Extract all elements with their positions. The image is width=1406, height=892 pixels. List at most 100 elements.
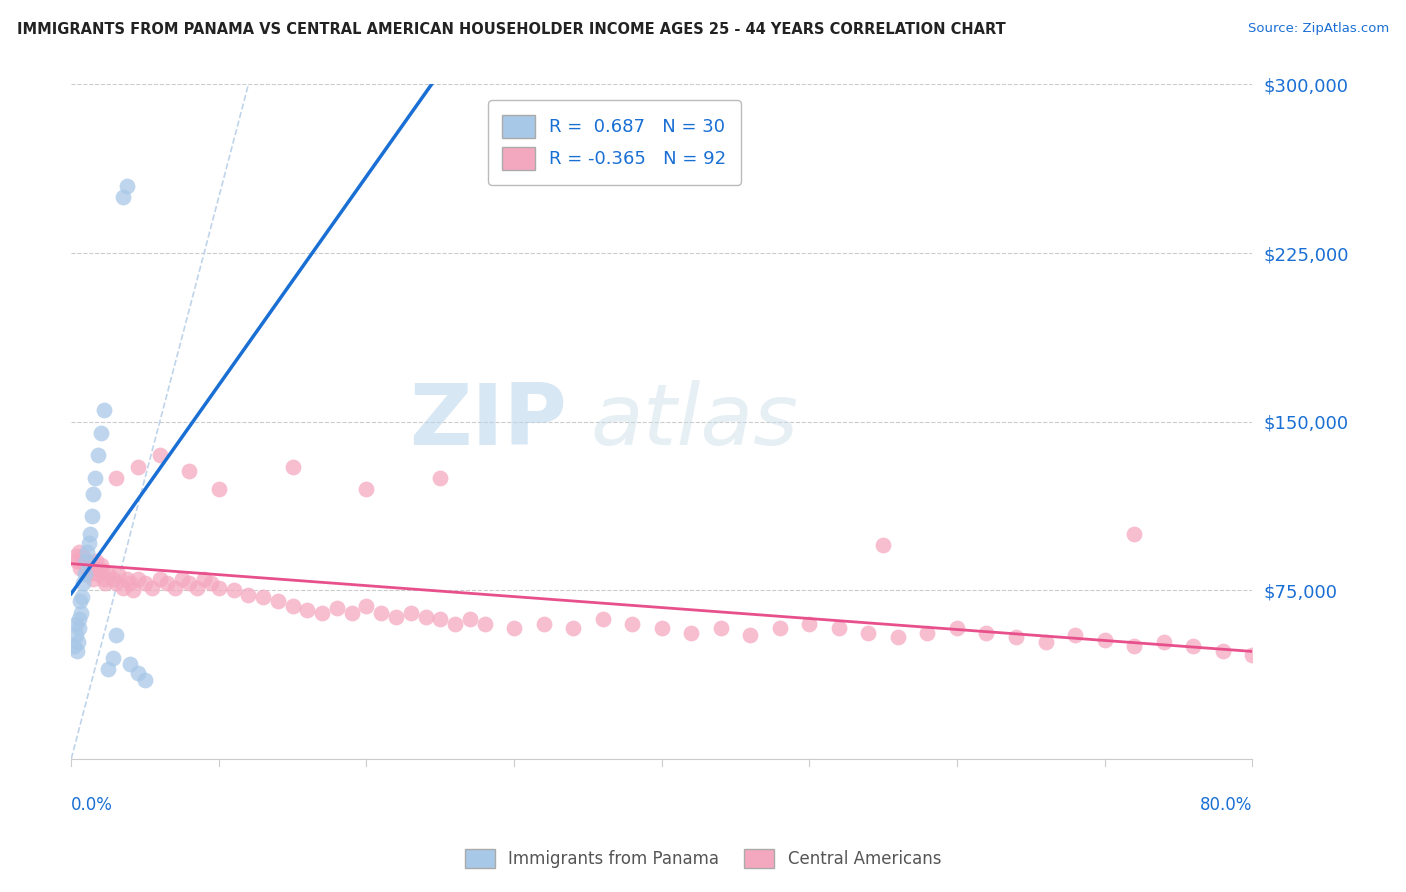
Point	[681, 626, 703, 640]
Point	[97, 662, 120, 676]
Point	[399, 606, 422, 620]
Point	[73, 567, 96, 582]
Point	[1035, 635, 1057, 649]
Point	[1064, 628, 1087, 642]
Point	[208, 581, 231, 595]
Point	[872, 538, 894, 552]
Point	[90, 558, 112, 573]
Point	[72, 576, 94, 591]
Point	[80, 508, 103, 523]
Point	[311, 606, 333, 620]
Text: 0.0%: 0.0%	[72, 796, 112, 814]
Point	[1153, 635, 1175, 649]
Point	[66, 644, 89, 658]
Point	[156, 576, 179, 591]
Point	[429, 471, 451, 485]
Point	[120, 576, 142, 591]
Point	[281, 459, 304, 474]
Point	[86, 554, 108, 568]
Point	[474, 616, 496, 631]
Point	[828, 621, 851, 635]
Point	[91, 563, 114, 577]
Point	[134, 673, 156, 687]
Point	[621, 616, 644, 631]
Point	[97, 567, 120, 582]
Point	[75, 554, 97, 568]
Point	[340, 606, 363, 620]
Point	[179, 464, 201, 478]
Point	[356, 599, 378, 613]
Point	[87, 567, 110, 582]
Point	[66, 554, 89, 568]
Point	[120, 657, 142, 672]
Point	[356, 482, 378, 496]
Point	[67, 612, 90, 626]
Point	[65, 628, 87, 642]
Point	[104, 628, 127, 642]
Point	[200, 576, 222, 591]
Point	[70, 554, 93, 568]
Point	[111, 190, 134, 204]
Point	[297, 603, 319, 617]
Point	[82, 572, 104, 586]
Point	[415, 610, 437, 624]
Text: 80.0%: 80.0%	[1199, 796, 1253, 814]
Point	[710, 621, 733, 635]
Point	[87, 448, 110, 462]
Point	[946, 621, 969, 635]
Point	[104, 576, 127, 591]
Text: IMMIGRANTS FROM PANAMA VS CENTRAL AMERICAN HOUSEHOLDER INCOME AGES 25 - 44 YEARS: IMMIGRANTS FROM PANAMA VS CENTRAL AMERIC…	[17, 22, 1005, 37]
Point	[76, 554, 98, 568]
Point	[858, 626, 880, 640]
Point	[79, 558, 101, 573]
Point	[458, 612, 481, 626]
Point	[186, 581, 208, 595]
Point	[1094, 632, 1116, 647]
Point	[66, 635, 89, 649]
Point	[222, 583, 245, 598]
Point	[72, 549, 94, 564]
Point	[149, 572, 172, 586]
Point	[101, 650, 124, 665]
Point	[370, 606, 392, 620]
Point	[1123, 527, 1146, 541]
Point	[107, 567, 129, 582]
Point	[799, 616, 821, 631]
Point	[83, 560, 105, 574]
Point	[533, 616, 555, 631]
Point	[67, 545, 90, 559]
Point	[65, 616, 87, 631]
Point	[117, 572, 139, 586]
Legend: Immigrants from Panama, Central Americans: Immigrants from Panama, Central American…	[458, 842, 948, 875]
Point	[267, 594, 290, 608]
Legend: R =  0.687   N = 30, R = -0.365   N = 92: R = 0.687 N = 30, R = -0.365 N = 92	[488, 100, 741, 185]
Point	[385, 610, 408, 624]
Text: Source: ZipAtlas.com: Source: ZipAtlas.com	[1249, 22, 1389, 36]
Point	[208, 482, 231, 496]
Point	[740, 628, 762, 642]
Point	[281, 599, 304, 613]
Point	[94, 576, 117, 591]
Point	[170, 572, 193, 586]
Point	[1005, 631, 1028, 645]
Point	[93, 403, 115, 417]
Point	[77, 536, 100, 550]
Point	[63, 640, 86, 654]
Point	[69, 560, 91, 574]
Point	[562, 621, 585, 635]
Point	[179, 576, 201, 591]
Point	[444, 616, 467, 631]
Point	[1123, 640, 1146, 654]
Text: atlas: atlas	[591, 380, 799, 463]
Point	[65, 549, 87, 564]
Point	[429, 612, 451, 626]
Point	[651, 621, 673, 635]
Point	[917, 626, 939, 640]
Point	[141, 581, 163, 595]
Point	[976, 626, 998, 640]
Point	[122, 583, 145, 598]
Point	[67, 621, 90, 635]
Point	[769, 621, 792, 635]
Point	[252, 590, 274, 604]
Point	[149, 448, 172, 462]
